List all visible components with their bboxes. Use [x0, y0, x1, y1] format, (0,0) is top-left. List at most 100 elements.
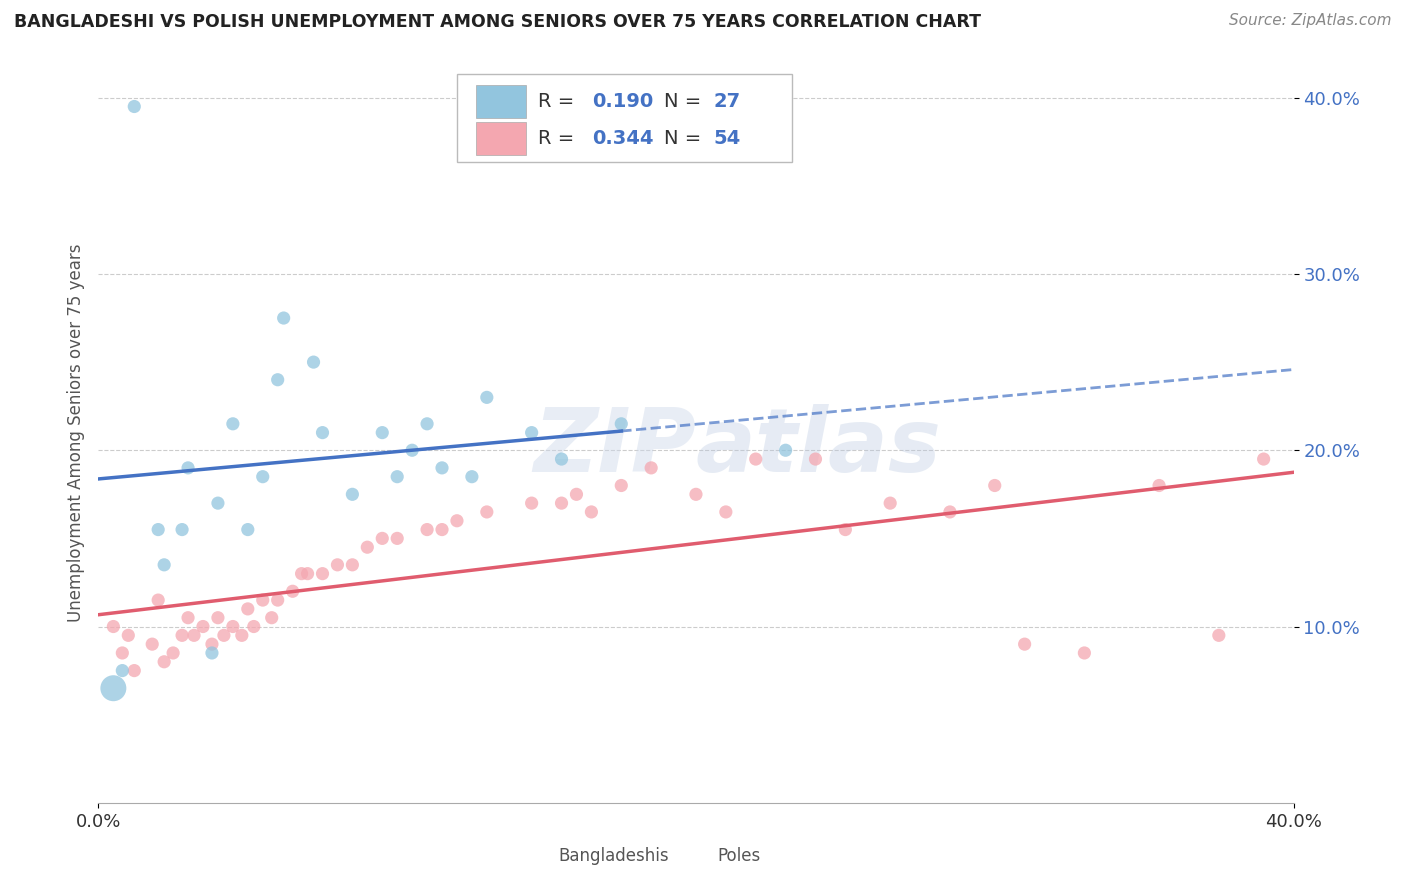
Point: [148, 523, 170, 537]
Point: [311, 566, 333, 581]
Point: [111, 664, 134, 678]
Point: [243, 619, 266, 633]
Point: [103, 619, 125, 633]
Point: [565, 487, 588, 501]
Point: [153, 558, 176, 572]
Point: [1253, 452, 1275, 467]
Point: [297, 566, 319, 581]
Text: Source: ZipAtlas.com: Source: ZipAtlas.com: [1229, 13, 1392, 29]
Point: [291, 566, 314, 581]
Point: [446, 514, 468, 528]
Point: [550, 452, 572, 467]
Point: [416, 523, 439, 537]
Point: [124, 664, 146, 678]
Point: [117, 628, 139, 642]
Point: [714, 505, 737, 519]
Point: [212, 628, 235, 642]
Point: [222, 619, 245, 633]
Point: [804, 452, 827, 467]
Y-axis label: Unemployment Among Seniors over 75 years: Unemployment Among Seniors over 75 years: [66, 244, 84, 622]
Point: [148, 593, 170, 607]
Point: [177, 610, 200, 624]
Point: [685, 487, 707, 501]
Point: [401, 443, 423, 458]
Point: [385, 532, 409, 546]
Point: [273, 311, 295, 326]
Point: [984, 478, 1007, 492]
Point: [172, 628, 194, 642]
FancyBboxPatch shape: [681, 847, 697, 865]
FancyBboxPatch shape: [457, 73, 792, 162]
FancyBboxPatch shape: [477, 86, 526, 118]
Text: 54: 54: [714, 128, 741, 148]
Point: [430, 523, 453, 537]
FancyBboxPatch shape: [477, 122, 526, 154]
Point: [416, 417, 439, 431]
Point: [124, 99, 146, 113]
Point: [834, 523, 856, 537]
Point: [610, 478, 633, 492]
Point: [475, 390, 498, 404]
Point: [252, 593, 274, 607]
Text: R =: R =: [538, 128, 581, 148]
Text: N =: N =: [664, 128, 707, 148]
Point: [745, 452, 768, 467]
Point: [520, 496, 543, 510]
Point: [252, 469, 274, 483]
Text: Bangladeshis: Bangladeshis: [558, 847, 669, 865]
Text: 0.190: 0.190: [592, 92, 654, 112]
Point: [342, 487, 364, 501]
FancyBboxPatch shape: [522, 847, 538, 865]
Point: [430, 461, 453, 475]
Text: R =: R =: [538, 92, 581, 112]
Text: 0.344: 0.344: [592, 128, 654, 148]
Point: [111, 646, 134, 660]
Point: [302, 355, 325, 369]
Text: ZIP: ZIP: [533, 404, 696, 491]
Point: [640, 461, 662, 475]
Text: N =: N =: [664, 92, 707, 112]
Point: [236, 523, 259, 537]
Point: [356, 540, 378, 554]
Point: [231, 628, 253, 642]
Point: [267, 373, 290, 387]
Point: [342, 558, 364, 572]
Point: [201, 637, 224, 651]
Point: [1014, 637, 1036, 651]
Point: [141, 637, 163, 651]
Point: [581, 505, 603, 519]
Point: [260, 610, 283, 624]
Point: [610, 417, 633, 431]
Point: [385, 469, 409, 483]
Text: 27: 27: [714, 92, 741, 112]
Point: [172, 523, 194, 537]
Point: [207, 610, 229, 624]
Point: [103, 681, 125, 696]
Point: [371, 425, 394, 440]
Point: [550, 496, 572, 510]
Point: [183, 628, 205, 642]
Text: BANGLADESHI VS POLISH UNEMPLOYMENT AMONG SENIORS OVER 75 YEARS CORRELATION CHART: BANGLADESHI VS POLISH UNEMPLOYMENT AMONG…: [14, 13, 981, 31]
Point: [201, 646, 224, 660]
Point: [162, 646, 184, 660]
Point: [775, 443, 797, 458]
Point: [267, 593, 290, 607]
Text: Poles: Poles: [717, 847, 761, 865]
Point: [461, 469, 484, 483]
Text: atlas: atlas: [696, 404, 942, 491]
Point: [475, 505, 498, 519]
Point: [177, 461, 200, 475]
Point: [222, 417, 245, 431]
Point: [191, 619, 214, 633]
Point: [939, 505, 962, 519]
Point: [1073, 646, 1095, 660]
Point: [1208, 628, 1230, 642]
Point: [879, 496, 901, 510]
Point: [1147, 478, 1170, 492]
Point: [326, 558, 349, 572]
Point: [311, 425, 333, 440]
Point: [207, 496, 229, 510]
Point: [236, 602, 259, 616]
Point: [281, 584, 304, 599]
Point: [153, 655, 176, 669]
